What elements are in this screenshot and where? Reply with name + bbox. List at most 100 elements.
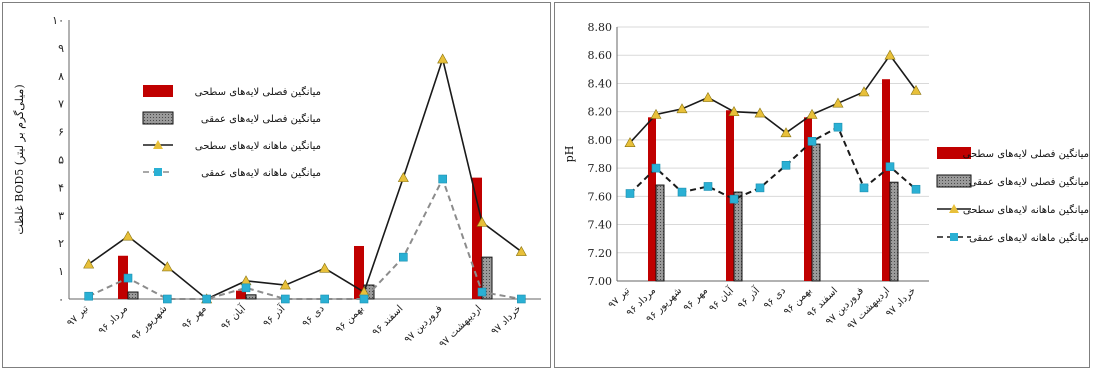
y-tick-label: 7.40 (588, 219, 613, 232)
x-tick-label: آبان ۹۶ (218, 301, 249, 332)
data-point-square (320, 294, 329, 304)
y-tick-label: 7.20 (588, 247, 613, 260)
legend-label: میانگین ماهانه لایه‌های سطحی (963, 204, 1089, 216)
y-tick-label: 8.60 (588, 49, 613, 62)
y-tick-label: ۵ (58, 154, 64, 167)
x-tick-label: مهر ۹۶ (180, 303, 209, 332)
y-tick-label: 8.20 (588, 106, 613, 119)
y-tick-label: 7.00 (588, 275, 613, 288)
y-tick-label: 8.40 (588, 77, 613, 90)
legend-marker (950, 233, 958, 241)
y-tick-label: ۸ (58, 70, 64, 83)
data-point-triangle (437, 53, 449, 64)
x-tick-label: مهر ۹۶ (682, 285, 711, 314)
data-point-square (399, 252, 408, 262)
series-line (88, 56, 522, 300)
bar (648, 117, 656, 281)
data-point-square (123, 273, 133, 283)
data-point-triangle (83, 258, 95, 269)
legend-label: میانگین ماهانه لایه‌های سطحی (195, 140, 321, 152)
legend-label: میانگین فصلی لایه‌های سطحی (963, 148, 1089, 160)
data-point-triangle (858, 86, 870, 97)
data-point-triangle (780, 127, 792, 138)
data-point-triangle (279, 279, 291, 290)
legend-label: میانگین ماهانه لایه‌های عمقی (201, 167, 321, 179)
bar (472, 177, 482, 299)
data-point-square (163, 294, 172, 304)
data-point-square (202, 294, 211, 304)
data-point-triangle (624, 137, 636, 148)
y-tick-label: ۷ (58, 98, 64, 111)
data-point-square (729, 194, 739, 204)
data-point-triangle (240, 275, 252, 286)
data-point-square (885, 162, 895, 171)
ph-chart: 7.00 7.20 7.40 7.60 7.80 8.00 8.20 8.40 8.60 8.80… (563, 21, 1089, 332)
x-tick-label: شهریور ۹۶ (130, 303, 170, 343)
legend-marker (154, 168, 162, 176)
x-tick-label: آذر ۹۶ (260, 301, 288, 329)
y-axis-label: غلظت BOD5 (میلی‌گرم بر لیتر) (13, 84, 26, 234)
data-point-triangle (910, 84, 922, 95)
bar (804, 117, 812, 281)
bod-chart-panel: ۰ ۱ ۲ ۳ ۴ ۵ ۶ ۷ ۸ ۹ ۱۰ غلظت BOD5 (میلی‌گرم بر لیتر)… (2, 2, 551, 368)
series-line (629, 53, 917, 144)
data-point-square (241, 283, 251, 293)
bar (882, 79, 890, 281)
y-axis-label: pH (563, 146, 576, 163)
data-point-square (677, 187, 687, 197)
series-line (88, 176, 522, 300)
data-point-triangle (397, 172, 409, 182)
x-tick-label: خرداد ۹۷ (489, 303, 523, 337)
bar (118, 255, 128, 299)
bar (354, 245, 364, 299)
data-point-square (911, 184, 921, 194)
x-tick-label: فروردین ۹۷ (403, 303, 445, 345)
bar (811, 143, 821, 282)
data-point-triangle (650, 108, 662, 119)
data-point-triangle (319, 262, 331, 273)
series-line (629, 125, 917, 201)
data-point-triangle (476, 216, 488, 227)
y-tick-label: ۱ (58, 265, 64, 278)
bar (127, 291, 139, 300)
bar (481, 256, 493, 300)
data-point-square (755, 183, 765, 193)
bar (655, 184, 665, 282)
bar (236, 290, 246, 299)
data-point-triangle (515, 245, 527, 256)
y-tick-label: 7.80 (588, 162, 613, 175)
x-tick-label: تیر ۹۷ (65, 303, 91, 329)
data-point-triangle (702, 91, 714, 102)
legend-swatch (937, 147, 971, 159)
legend-swatch (143, 85, 173, 97)
x-tick-label: مرداد ۹۶ (97, 303, 131, 337)
bar (889, 181, 899, 282)
data-point-triangle (728, 106, 740, 116)
y-tick-label: 8.80 (588, 21, 613, 34)
y-tick-label: 7.60 (588, 190, 613, 203)
data-point-square (477, 287, 487, 297)
y-tick-label: ۰ (58, 293, 64, 306)
data-point-square (651, 163, 661, 173)
legend-label: میانگین فصلی لایه‌های عمقی (969, 176, 1089, 188)
legend-label: میانگین ماهانه لایه‌های عمقی (969, 232, 1089, 244)
data-point-triangle (122, 230, 134, 241)
y-tick-label: ۲ (58, 237, 64, 250)
data-point-square (281, 294, 290, 304)
data-point-triangle (754, 107, 766, 118)
x-tick-label: دی ۹۶ (300, 303, 326, 329)
data-point-square (359, 294, 369, 304)
bod-chart: ۰ ۱ ۲ ۳ ۴ ۵ ۶ ۷ ۸ ۹ ۱۰ غلظت BOD5 (میلی‌گرم بر لیتر)… (13, 14, 541, 350)
y-tick-label: ۴ (58, 181, 64, 194)
bar (733, 191, 743, 282)
data-point-square (781, 160, 791, 170)
data-point-square (859, 183, 869, 193)
ph-chart-panel: 7.00 7.20 7.40 7.60 7.80 8.00 8.20 8.40 8.60 8.80… (554, 2, 1090, 368)
bar (245, 294, 257, 300)
data-point-square (807, 137, 817, 146)
legend-swatch (142, 111, 174, 125)
data-point-square (625, 189, 635, 198)
legend-marker (153, 140, 163, 149)
legend-label: میانگین فصلی لایه‌های سطحی (195, 86, 321, 98)
y-tick-label: ۹ (58, 42, 64, 55)
